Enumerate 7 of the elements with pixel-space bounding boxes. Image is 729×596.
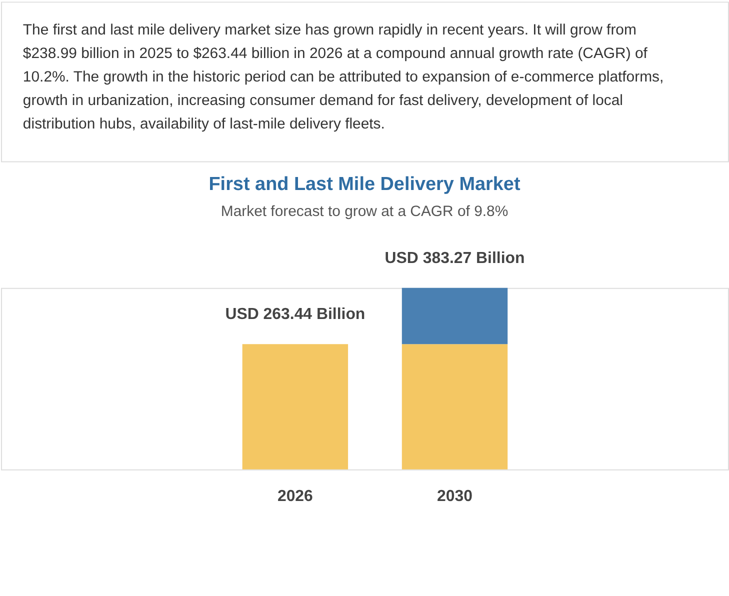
x-tick-label: 2026 <box>277 488 314 505</box>
total-label: USD 383.27 Billion <box>384 250 525 267</box>
chart-subtitle: Market forecast to grow at a CAGR of 9.8% <box>220 203 508 220</box>
chart-title: First and Last Mile Delivery Market <box>208 174 521 196</box>
text: The first and last mile delivery market size has grown rapidly in recent years. It will grow from $238.99 billion in 2025 to $263.44 billion in 2026 at a compound annual growth rate (CAGR) of 10.2%. The growth in the historic period can be attributed to expansion of e-commerce platforms, growth in urbanization, increasing consumer demand for fast delivery, development of local distribution hubs, availability of last-mile delivery fleets. <box>22 22 664 132</box>
x-tick-label: 2030 <box>437 488 473 505</box>
total-label: USD 263.44 Billion <box>225 306 366 324</box>
